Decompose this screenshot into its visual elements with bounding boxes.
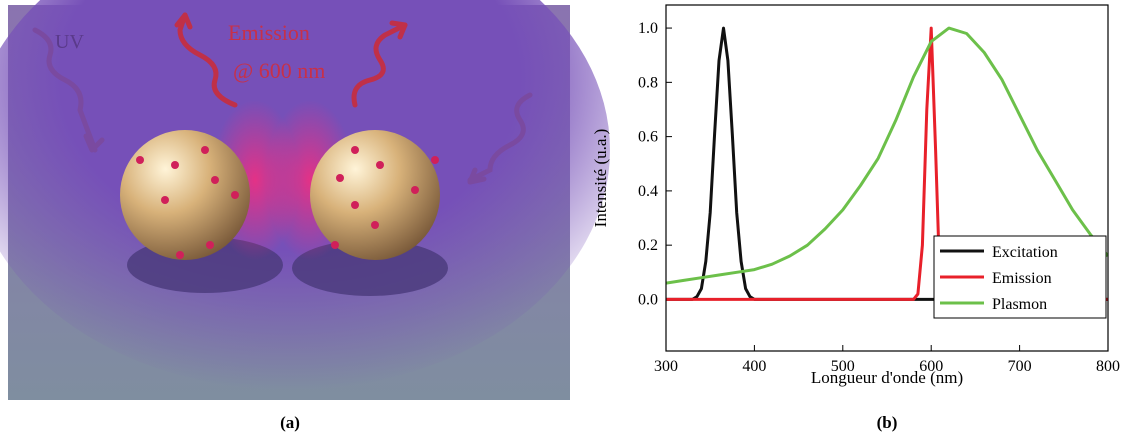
legend-label: Emission [992,270,1052,287]
arrows [32,12,533,185]
x-tick-label: 600 [919,358,943,375]
label-emission: Emission [228,20,310,45]
legend-label: Excitation [992,244,1058,261]
emitters [136,146,439,259]
nanoparticle [120,130,250,260]
series-line [666,26,1108,285]
legend-label: Plasmon [992,296,1047,313]
x-tick-label: 700 [1008,358,1032,375]
y-tick-label: 1.0 [638,20,658,37]
x-tick-label: 800 [1096,358,1120,375]
x-axis-label: Longueur d'onde (nm) [811,368,963,387]
caption: (b) [877,413,898,432]
y-tick-label: 0.4 [638,183,658,200]
x-tick-label: 500 [831,358,855,375]
y-tick-label: 0.8 [638,74,658,91]
illustration: UV Emission @ 600 nm (a) [0,0,610,432]
nanoparticle [310,130,440,260]
chart: Longueur d'onde (nm) Intensité (u.a.) (b… [591,4,1120,432]
y-tick-label: 0.0 [638,291,658,308]
plot-frame [665,4,1109,352]
y-tick-label: 0.2 [638,237,658,254]
label-uv: UV [55,31,84,53]
x-tick-label: 400 [742,358,766,375]
y-tick-label: 0.6 [638,129,658,146]
label-wavelength: @ 600 nm [233,58,325,83]
caption: (a) [280,413,300,432]
series-line [666,26,1108,301]
shadow [292,240,448,296]
x-tick-label: 300 [654,358,678,375]
y-axis-label: Intensité (u.a.) [591,129,610,228]
